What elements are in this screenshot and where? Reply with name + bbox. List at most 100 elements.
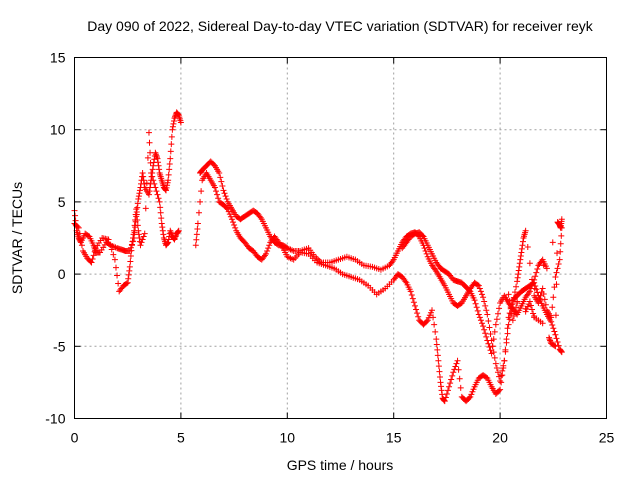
data-point	[479, 320, 486, 327]
data-point	[534, 266, 541, 273]
data-point	[145, 129, 152, 136]
data-point	[165, 171, 172, 178]
data-point	[517, 256, 524, 263]
data-point	[547, 337, 554, 344]
data-point	[448, 376, 455, 383]
data-point	[455, 366, 462, 373]
data-point	[193, 236, 200, 243]
data-point	[481, 326, 488, 333]
data-point	[266, 242, 273, 249]
y-tick-label: 0	[58, 266, 66, 282]
data-point	[480, 323, 487, 330]
data-point	[513, 304, 520, 311]
data-point	[482, 330, 489, 337]
data-point	[514, 274, 521, 281]
data-point	[551, 328, 558, 335]
data-point	[170, 120, 177, 127]
data-point	[152, 151, 159, 158]
data-point	[526, 298, 533, 305]
data-point	[163, 184, 170, 191]
data-point	[76, 230, 83, 237]
data-point	[152, 149, 159, 156]
data-point	[155, 159, 162, 166]
data-point	[485, 340, 492, 347]
data-point	[442, 394, 449, 401]
data-point	[472, 300, 479, 307]
data-point	[126, 267, 133, 274]
data-point	[549, 239, 556, 246]
data-point	[497, 377, 504, 384]
data-point	[174, 229, 181, 236]
data-point	[433, 341, 440, 348]
data-point	[410, 299, 417, 306]
data-point	[174, 110, 181, 117]
data-point	[193, 231, 200, 238]
data-point	[213, 188, 220, 195]
data-points	[71, 109, 565, 405]
data-point	[491, 354, 498, 361]
data-point	[221, 190, 228, 197]
data-point	[424, 317, 431, 324]
data-point	[427, 309, 434, 316]
data-point	[105, 236, 112, 243]
data-point	[494, 369, 501, 376]
data-point	[549, 322, 556, 329]
data-point	[153, 188, 160, 195]
data-point	[514, 278, 521, 285]
data-point	[552, 312, 559, 319]
data-point	[446, 383, 453, 390]
data-point	[555, 260, 562, 267]
data-point	[225, 208, 232, 215]
data-point	[479, 291, 486, 298]
data-point	[134, 222, 141, 229]
data-point	[423, 318, 430, 325]
y-tick-label: 10	[50, 122, 66, 138]
data-point	[546, 334, 553, 341]
data-point	[139, 170, 146, 177]
data-point	[536, 296, 543, 303]
data-point	[177, 119, 184, 126]
data-point	[217, 174, 224, 181]
data-point	[158, 220, 165, 227]
data-point	[480, 294, 487, 301]
data-point	[537, 292, 544, 299]
data-point	[169, 126, 176, 133]
data-point	[492, 321, 499, 328]
data-point	[257, 214, 264, 221]
data-point	[138, 239, 145, 246]
data-point	[123, 280, 130, 287]
data-point	[546, 336, 553, 343]
data-point	[530, 310, 537, 317]
data-point	[429, 307, 436, 314]
data-point	[125, 271, 132, 278]
data-point	[477, 288, 484, 295]
data-point	[135, 231, 142, 238]
data-point	[407, 288, 414, 295]
data-point	[155, 162, 162, 169]
data-point	[136, 235, 143, 241]
data-point	[489, 343, 496, 350]
data-point	[510, 294, 517, 301]
data-point	[517, 253, 524, 260]
data-point	[553, 281, 560, 288]
data-point	[414, 310, 421, 317]
data-point	[496, 305, 503, 312]
data-point	[431, 321, 438, 328]
data-point	[150, 162, 157, 169]
data-point	[261, 252, 268, 259]
data-point	[263, 250, 270, 257]
data-point	[527, 302, 534, 309]
data-point	[89, 255, 96, 262]
data-point	[434, 352, 441, 359]
data-point	[531, 312, 538, 319]
data-point	[466, 394, 473, 401]
data-point	[430, 314, 437, 321]
data-point	[493, 364, 500, 371]
data-point	[166, 160, 173, 167]
data-point	[529, 282, 536, 289]
data-point	[532, 273, 539, 280]
data-point	[151, 180, 158, 187]
data-point	[441, 398, 448, 405]
data-point	[486, 324, 493, 331]
data-point	[137, 242, 144, 249]
